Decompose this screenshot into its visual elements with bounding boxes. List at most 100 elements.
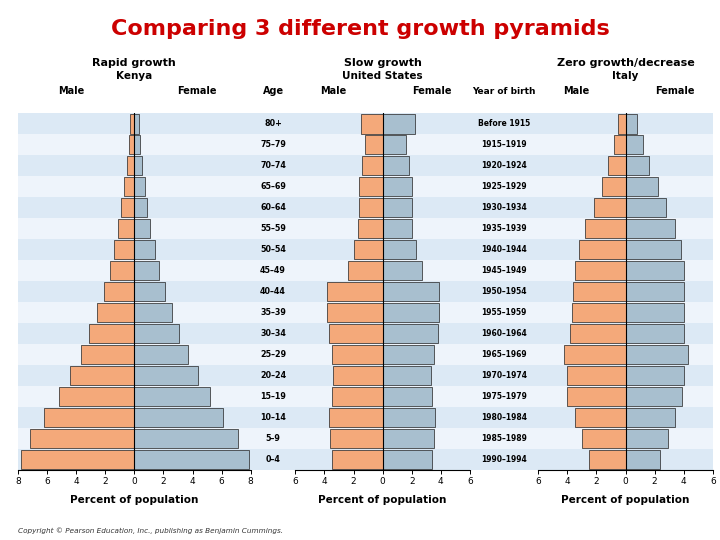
Bar [18,407,251,428]
Bar [18,156,251,176]
Text: Slow growth: Slow growth [343,57,421,68]
Bar [539,197,713,218]
Bar [251,176,295,197]
Bar [626,429,667,448]
Bar [626,366,684,385]
Bar [135,282,165,301]
Bar [382,429,433,448]
Bar [579,240,626,259]
Bar [626,261,684,280]
Bar [18,365,251,386]
Bar [567,366,626,385]
Bar [135,366,198,385]
Bar [81,345,135,364]
Bar [614,135,626,154]
Bar [470,407,539,428]
Bar [329,324,382,343]
Bar [365,135,382,154]
Text: Female: Female [654,86,694,96]
Bar [332,387,382,406]
Text: 25–29: 25–29 [260,350,286,359]
Bar [626,303,684,322]
Bar [18,323,251,344]
Bar [626,408,675,427]
Text: 45–49: 45–49 [260,266,286,275]
Bar [330,429,382,448]
Bar [295,428,470,449]
Bar [96,303,135,322]
Bar [626,219,675,238]
Bar [135,156,142,176]
Bar [251,302,295,323]
Bar [295,407,470,428]
Bar [104,282,135,301]
Bar [626,198,666,218]
Bar [295,281,470,302]
Bar [382,303,439,322]
Bar [135,408,223,427]
Bar [295,386,470,407]
Bar [618,114,626,133]
Bar [585,219,626,238]
Text: 1945–1949: 1945–1949 [481,266,527,275]
Bar [470,449,539,470]
Bar [129,135,135,154]
Bar [251,365,295,386]
Bar [539,176,713,197]
Text: 55–59: 55–59 [260,224,286,233]
Bar [89,324,135,343]
Bar [332,450,382,469]
Text: 1930–1934: 1930–1934 [481,203,527,212]
Bar [567,387,626,406]
Bar [626,450,660,469]
Text: Comparing 3 different growth pyramids: Comparing 3 different growth pyramids [111,19,609,39]
Bar [114,240,135,259]
Bar [470,365,539,386]
Text: 1970–1974: 1970–1974 [481,371,527,380]
Text: 35–39: 35–39 [260,308,286,317]
Bar [626,135,643,154]
Bar [18,176,251,197]
Bar [295,260,470,281]
Text: 1925–1929: 1925–1929 [481,183,527,191]
Text: Zero growth/decrease: Zero growth/decrease [557,57,694,68]
Bar [539,260,713,281]
Bar [382,324,438,343]
Bar [329,408,382,427]
Bar [626,156,649,176]
Bar [130,114,135,133]
Text: 15–19: 15–19 [260,392,286,401]
Bar [251,113,295,134]
Bar [135,303,172,322]
Text: 1935–1939: 1935–1939 [481,224,527,233]
Text: United States: United States [342,71,423,81]
Text: 1955–1959: 1955–1959 [482,308,527,317]
Bar [18,113,251,134]
Text: Female: Female [177,86,217,96]
Bar [251,449,295,470]
Text: 5–9: 5–9 [266,434,281,443]
Bar [575,261,626,280]
Bar [71,366,135,385]
Bar [564,345,626,364]
Bar [18,197,251,218]
Bar [539,239,713,260]
Text: 1940–1944: 1940–1944 [481,245,527,254]
Text: 20–24: 20–24 [260,371,286,380]
Bar [626,114,637,133]
Bar [18,260,251,281]
Bar [18,218,251,239]
Text: Percent of population: Percent of population [318,495,447,505]
Bar [382,282,439,301]
Bar [539,156,713,176]
Text: Male: Male [320,86,347,96]
Bar [135,324,179,343]
Text: 0–4: 0–4 [266,455,281,464]
Bar [361,114,382,133]
Bar [602,177,626,197]
Bar [295,156,470,176]
Bar [135,387,210,406]
Text: Rapid growth: Rapid growth [92,57,176,68]
Bar [251,134,295,156]
Bar [18,239,251,260]
